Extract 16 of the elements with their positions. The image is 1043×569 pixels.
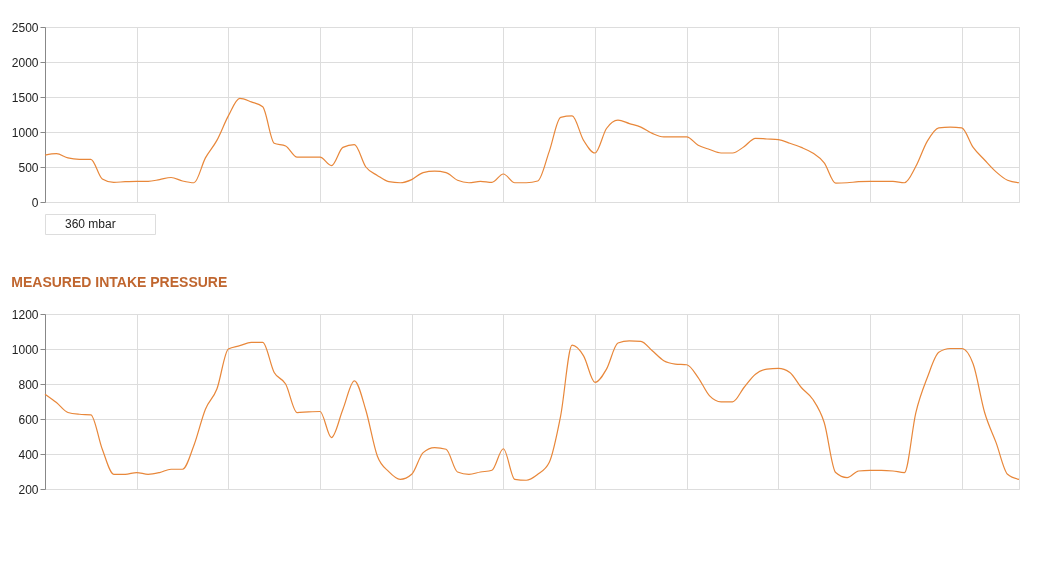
text: 360 mbar	[65, 217, 116, 231]
y-tick-label: 800	[18, 377, 39, 392]
y-tick-label: 1000	[11, 125, 39, 140]
y-tick-label: 1000	[11, 342, 39, 357]
line-series	[44, 340, 1020, 481]
y-tick-label: 200	[18, 482, 39, 497]
y-tick-label: 400	[18, 447, 39, 462]
y-tick-label: 1500	[11, 90, 39, 105]
line-series	[44, 97, 1020, 184]
y-tick-label: 1200	[11, 307, 39, 322]
y-tick-label: 500	[18, 160, 39, 175]
y-tick-label: 2000	[11, 55, 39, 70]
y-tick-label: 600	[18, 412, 39, 427]
y-tick-label: 0	[31, 195, 39, 210]
y-tick-label: 2500	[11, 20, 39, 35]
chart-title: MEASURED INTAKE PRESSURE	[11, 274, 228, 290]
